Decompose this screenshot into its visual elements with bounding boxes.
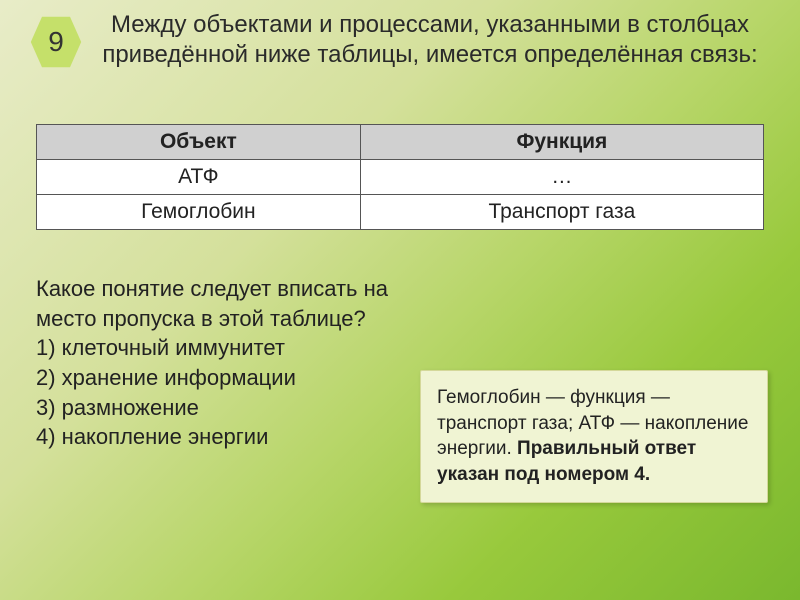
answer-box: Гемоглобин — функция — транспорт газа; А… <box>420 370 768 503</box>
question-option: 2) хранение информации <box>36 363 406 393</box>
question-prompt: Какое понятие следует вписать на место п… <box>36 274 406 333</box>
relation-table: Объект Функция АТФ … Гемоглобин Транспор… <box>36 124 764 230</box>
table-cell: АТФ <box>37 160 361 195</box>
table-cell: Транспорт газа <box>360 195 763 230</box>
question-number: 9 <box>48 26 64 58</box>
table-header-row: Объект Функция <box>37 125 764 160</box>
question-title: Между объектами и процессами, указанными… <box>100 10 760 70</box>
question-option: 1) клеточный иммунитет <box>36 333 406 363</box>
table-row: АТФ … <box>37 160 764 195</box>
table-header-object: Объект <box>37 125 361 160</box>
question-block: Какое понятие следует вписать на место п… <box>36 274 406 452</box>
table-row: Гемоглобин Транспорт газа <box>37 195 764 230</box>
question-number-badge: 9 <box>28 14 84 70</box>
table-cell: … <box>360 160 763 195</box>
table-cell: Гемоглобин <box>37 195 361 230</box>
question-option: 4) накопление энергии <box>36 422 406 452</box>
question-option: 3) размножение <box>36 393 406 423</box>
table-header-function: Функция <box>360 125 763 160</box>
